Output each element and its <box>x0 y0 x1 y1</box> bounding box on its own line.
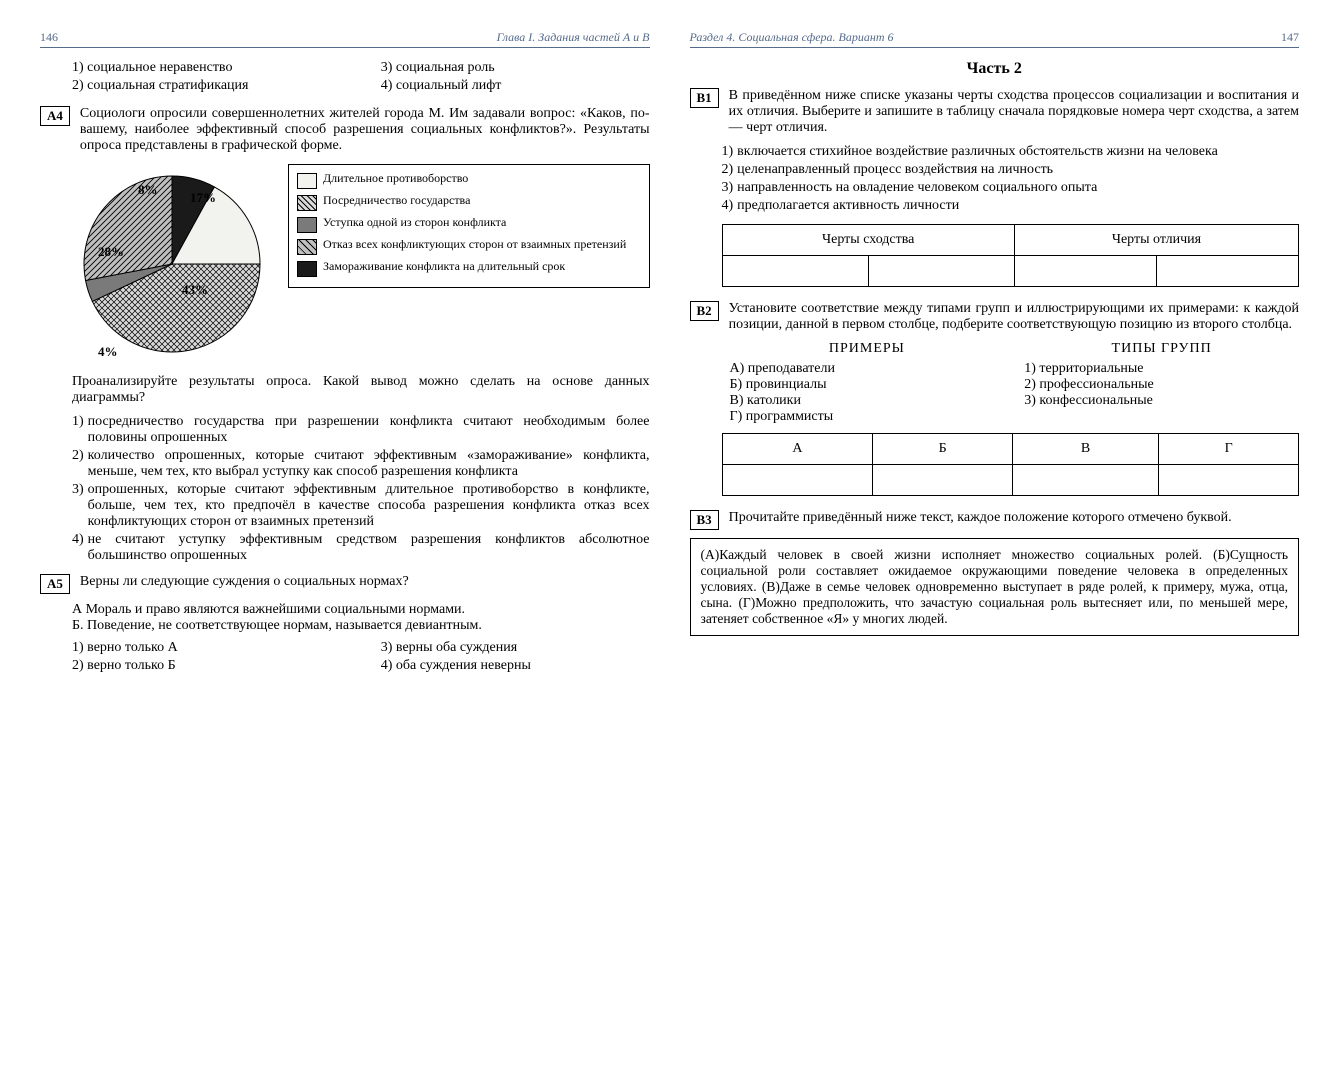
pie-slice-label: 28% <box>98 244 124 260</box>
chapter-title: Глава I. Задания частей А и В <box>497 30 650 45</box>
legend-swatch <box>297 173 317 189</box>
option: 4) социальный лифт <box>381 78 650 94</box>
legend-label: Отказ всех конфликтующих сторон от взаим… <box>323 237 626 252</box>
answer-options-a5: 1) верно только А 2) верно только Б 3) в… <box>72 640 650 676</box>
pie-slice-label: 17% <box>190 190 216 206</box>
answer-option: посредничество государства при разрешени… <box>88 414 650 446</box>
list-item: Б) провинциалы <box>730 377 1005 393</box>
question-number: А5 <box>40 574 70 594</box>
legend-item: Посредничество государства <box>297 193 641 211</box>
question-number: В1 <box>690 88 719 108</box>
pie-chart-block: 17% 43% 4% 28% 8% Длительное противоборство П… <box>72 164 650 364</box>
question-b1: В1 В приведённом ниже списке указаны чер… <box>690 88 1300 136</box>
item-list-b1: 1)включается стихийное воздействие разли… <box>722 144 1300 214</box>
option: 3) социальная роль <box>381 60 650 76</box>
table-head: Черты отличия <box>1014 225 1298 256</box>
list-item: направленность на овладение человеком со… <box>737 180 1299 196</box>
statement: Б. Поведение, не соответствующее нормам,… <box>72 618 650 634</box>
pie-slice-label: 4% <box>98 344 118 360</box>
question-text: Верны ли следующие суждения о социальных… <box>80 574 650 590</box>
option: 1) верно только А <box>72 640 341 656</box>
list-item: целенаправленный процесс воздействия на … <box>737 162 1299 178</box>
match-columns: ПРИМЕРЫ А) преподаватели Б) провинциалы … <box>730 341 1300 425</box>
list-item: 2) профессиональные <box>1024 377 1299 393</box>
pie-legend: Длительное противоборство Посредничество … <box>288 164 650 288</box>
header-right: Раздел 4. Социальная сфера. Вариант 6 14… <box>690 30 1300 48</box>
answer-option: опрошенных, которые считают эффективным … <box>88 482 650 530</box>
table-head: В <box>1012 434 1159 465</box>
page-left: 146 Глава I. Задания частей А и В 1) соц… <box>40 30 650 686</box>
page-spread: 146 Глава I. Задания частей А и В 1) соц… <box>40 30 1299 686</box>
header-left: 146 Глава I. Задания частей А и В <box>40 30 650 48</box>
question-text: Социологи опросили совершеннолетних жите… <box>80 106 650 154</box>
question-text: В приведённом ниже списке указаны черты … <box>729 88 1299 136</box>
pie-chart: 17% 43% 4% 28% 8% <box>72 164 272 364</box>
legend-label: Уступка одной из сторон конфликта <box>323 215 506 230</box>
option: 2) верно только Б <box>72 658 341 674</box>
table-head: Черты сходства <box>722 225 1014 256</box>
legend-label: Длительное противоборство <box>323 171 468 186</box>
answer-list-a4: 1)посредничество государства при разреше… <box>72 414 650 564</box>
column-head: ПРИМЕРЫ <box>730 341 1005 357</box>
page-number: 147 <box>1281 30 1299 45</box>
table-head: А <box>722 434 873 465</box>
answer-table-b1: Черты сходства Черты отличия <box>722 224 1300 287</box>
legend-label: Замораживание конфликта на длительный ср… <box>323 259 565 274</box>
legend-swatch <box>297 195 317 211</box>
legend-label: Посредничество государства <box>323 193 470 208</box>
table-head: Г <box>1159 434 1299 465</box>
legend-item: Отказ всех конфликтующих сторон от взаим… <box>297 237 641 255</box>
answer-option: не считают уступку эффективным средством… <box>88 532 650 564</box>
question-number: В3 <box>690 510 719 530</box>
list-item: 1) территориальные <box>1024 361 1299 377</box>
part-title: Часть 2 <box>690 60 1300 78</box>
question-a4: А4 Социологи опросили совершеннолетних ж… <box>40 106 650 154</box>
page-number: 146 <box>40 30 58 45</box>
table-head: Б <box>873 434 1012 465</box>
question-number: А4 <box>40 106 70 126</box>
option: 2) социальная стратификация <box>72 78 341 94</box>
option: 4) оба суждения неверны <box>381 658 650 674</box>
legend-swatch <box>297 239 317 255</box>
list-item: В) католики <box>730 393 1005 409</box>
pie-slice-label: 43% <box>182 282 208 298</box>
question-b3: В3 Прочитайте приведённый ниже текст, ка… <box>690 510 1300 530</box>
question-text: Установите соответствие между типами гру… <box>729 301 1299 333</box>
statement: А Мораль и право являются важнейшими соц… <box>72 602 650 618</box>
question-a5: А5 Верны ли следующие суждения о социаль… <box>40 574 650 594</box>
pie-slice-label: 8% <box>138 182 158 198</box>
chapter-title: Раздел 4. Социальная сфера. Вариант 6 <box>690 30 894 45</box>
answer-option: количество опрошенных, которые считают э… <box>88 448 650 480</box>
legend-swatch <box>297 217 317 233</box>
list-item: 3) конфессиональные <box>1024 393 1299 409</box>
list-item: Г) программисты <box>730 409 1005 425</box>
legend-item: Длительное противоборство <box>297 171 641 189</box>
legend-swatch <box>297 261 317 277</box>
pre-question-options: 1) социальное неравенство 2) социальная … <box>72 60 650 96</box>
text-box-b3: (А)Каждый человек в своей жизни исполняе… <box>690 538 1300 636</box>
list-item: предполагается активность личности <box>737 198 1299 214</box>
option: 1) социальное неравенство <box>72 60 341 76</box>
list-item: А) преподаватели <box>730 361 1005 377</box>
page-right: Раздел 4. Социальная сфера. Вариант 6 14… <box>690 30 1300 686</box>
answer-table-b2: А Б В Г <box>722 433 1300 496</box>
column-head: ТИПЫ ГРУПП <box>1024 341 1299 357</box>
question-number: В2 <box>690 301 719 321</box>
option: 3) верны оба суждения <box>381 640 650 656</box>
list-item: включается стихийное воздействие различн… <box>737 144 1299 160</box>
question-text: Прочитайте приведённый ниже текст, каждо… <box>729 510 1299 526</box>
legend-item: Уступка одной из сторон конфликта <box>297 215 641 233</box>
question-followup: Проанализируйте результаты опроса. Какой… <box>72 374 650 406</box>
question-b2: В2 Установите соответствие между типами … <box>690 301 1300 333</box>
legend-item: Замораживание конфликта на длительный ср… <box>297 259 641 277</box>
